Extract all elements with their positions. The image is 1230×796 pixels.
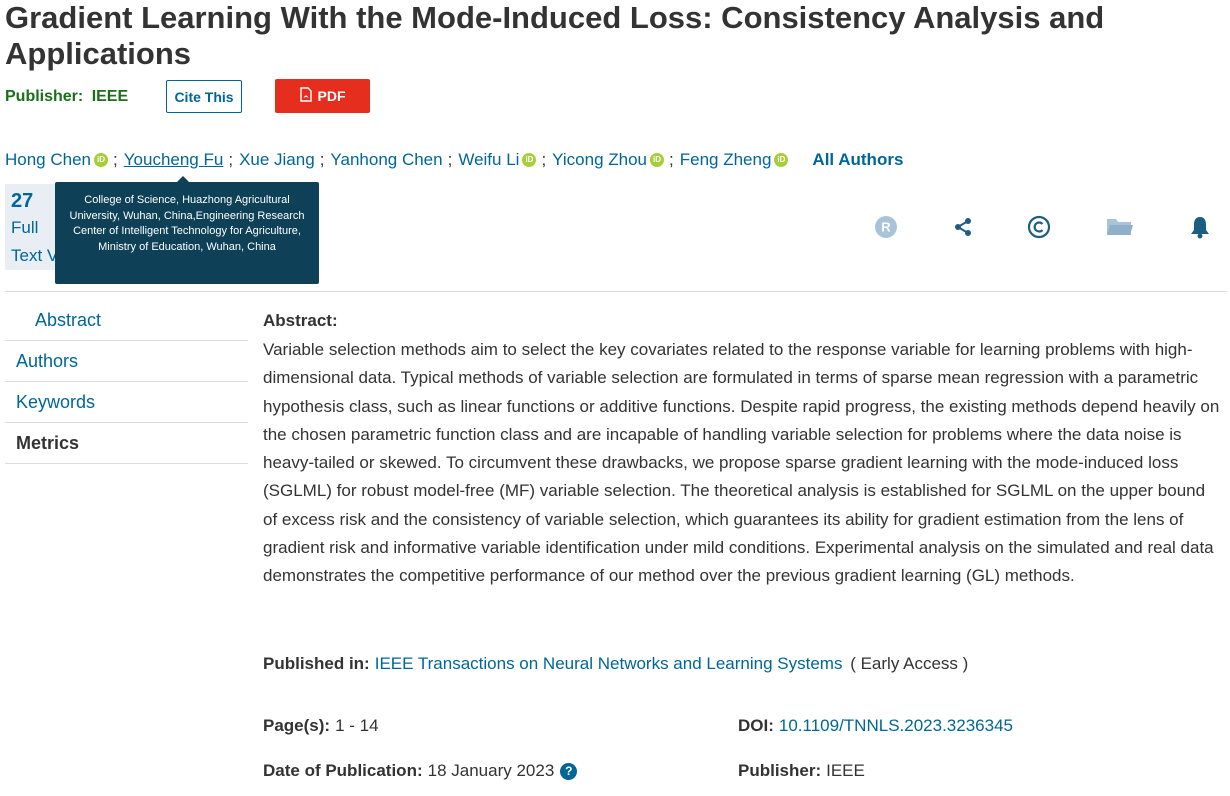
doi-link[interactable]: 10.1109/TNNLS.2023.3236345 xyxy=(778,716,1013,735)
abstract-heading: Abstract: xyxy=(263,311,338,330)
orcid-icon[interactable]: iD xyxy=(94,153,109,167)
orcid-icon[interactable]: iD xyxy=(522,153,537,167)
nav-item-abstract[interactable]: Abstract xyxy=(5,300,248,341)
author-link[interactable]: Hong Chen xyxy=(5,150,92,169)
author-separator: ; xyxy=(541,150,547,169)
nav-item-authors[interactable]: Authors xyxy=(5,341,248,382)
publication-date-label: Date of Publication: xyxy=(263,761,423,780)
cite-this-button[interactable]: Cite This xyxy=(166,80,242,113)
section-divider xyxy=(5,291,1227,292)
author-separator: ; xyxy=(113,150,118,169)
nav-item-keywords[interactable]: Keywords xyxy=(5,382,248,423)
share-icon[interactable] xyxy=(948,212,978,242)
pdf-button[interactable]: PDF xyxy=(275,79,370,113)
nav-item-metrics[interactable]: Metrics xyxy=(5,423,248,464)
metric-label-line2: Text Views xyxy=(11,246,69,265)
pdf-label: PDF xyxy=(317,88,346,104)
publisher-header: Publisher: IEEE xyxy=(5,88,128,106)
author-link[interactable]: Youcheng Fu xyxy=(123,150,224,169)
bell-icon[interactable] xyxy=(1185,212,1215,242)
page-title: Gradient Learning With the Mode-Induced … xyxy=(5,0,1105,71)
author-link[interactable]: Feng Zheng xyxy=(679,150,772,169)
publisher-label: Publisher: xyxy=(5,88,84,105)
pdf-icon xyxy=(299,87,312,105)
author-separator: ; xyxy=(669,150,674,169)
svg-text:R: R xyxy=(881,220,891,235)
publisher-value: IEEE xyxy=(91,88,129,105)
publisher-detail-value: IEEE xyxy=(826,761,865,780)
folder-icon[interactable] xyxy=(1105,212,1135,242)
section-nav: Abstract Authors Keywords Metrics xyxy=(5,300,248,464)
published-in-label: Published in: xyxy=(263,654,370,673)
author-separator: ; xyxy=(319,150,325,169)
journal-link[interactable]: IEEE Transactions on Neural Networks and… xyxy=(374,654,843,673)
author-link[interactable]: Yanhong Chen xyxy=(330,150,443,169)
affiliation-tooltip: College of Science, Huazhong Agricultura… xyxy=(55,176,319,284)
copyright-icon[interactable] xyxy=(1024,212,1054,242)
publication-date-info: Date of Publication: 18 January 2023 ? xyxy=(263,761,578,781)
doi-info: DOI: 10.1109/TNNLS.2023.3236345 xyxy=(738,716,1013,736)
orcid-icon[interactable]: iD xyxy=(774,153,789,167)
author-link[interactable]: Weifu Li xyxy=(458,150,520,169)
pages-value: 1 - 14 xyxy=(335,716,379,735)
doi-label: DOI: xyxy=(738,716,774,735)
author-separator: ; xyxy=(447,150,453,169)
rights-icon[interactable]: R xyxy=(871,212,901,242)
author-link[interactable]: Yicong Zhou xyxy=(552,150,647,169)
metric-count: 27 xyxy=(11,190,34,212)
published-in-suffix: ( Early Access ) xyxy=(850,654,969,673)
all-authors-link[interactable]: All Authors xyxy=(812,150,904,169)
author-separator: ; xyxy=(228,150,234,169)
published-in: Published in: IEEE Transactions on Neural… xyxy=(263,654,968,674)
author-link[interactable]: Xue Jiang xyxy=(239,150,315,169)
abstract-text: Variable selection methods aim to select… xyxy=(263,340,1220,586)
metric-label-line1: Full xyxy=(11,218,39,237)
pages-label: Page(s): xyxy=(263,716,331,735)
orcid-icon[interactable]: iD xyxy=(650,153,664,167)
publisher-detail-label: Publisher: xyxy=(738,761,822,780)
pages-info: Page(s): 1 - 14 xyxy=(263,716,379,736)
help-icon[interactable]: ? xyxy=(560,762,578,780)
author-list: Hong Chen iD ; Youcheng Fu ; Xue Jiang ;… xyxy=(5,148,903,172)
publisher-info: Publisher: IEEE xyxy=(738,761,865,781)
publication-date-value: 18 January 2023 xyxy=(427,761,555,780)
